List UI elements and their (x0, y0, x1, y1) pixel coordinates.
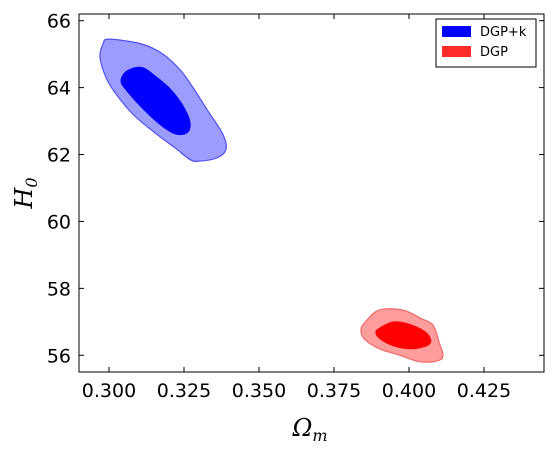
x-tick-label: 0.325 (157, 380, 211, 402)
y-axis-label: H0 (10, 177, 41, 209)
y-tick-label: 66 (47, 11, 71, 33)
y-tick-label: 58 (47, 278, 71, 300)
contour-layer (99, 38, 444, 363)
legend-swatch-dgp-k (442, 26, 471, 37)
x-tick-label: 0.400 (382, 380, 436, 402)
legend: DGP+k DGP (435, 18, 537, 68)
x-tick-label: 0.375 (307, 380, 361, 402)
x-tick-label: 0.350 (232, 380, 286, 402)
y-tick-label: 62 (47, 145, 71, 167)
legend-label-dgp: DGP (480, 45, 508, 60)
y-tick-label: 60 (47, 211, 71, 233)
contour-inner-dgp-k (120, 66, 191, 136)
legend-swatch-dgp (442, 46, 471, 57)
x-axis-ticks: 0.300 0.325 0.350 0.375 0.400 0.425 (82, 14, 511, 402)
y-axis-ticks: 56 58 60 62 64 66 (47, 11, 544, 367)
x-tick-label: 0.300 (82, 380, 136, 402)
legend-label-dgp-k: DGP+k (480, 25, 527, 40)
y-tick-label: 56 (47, 345, 71, 367)
contour-inner-dgp (375, 321, 432, 350)
y-tick-label: 64 (47, 78, 71, 100)
plot-frame (78, 13, 545, 373)
x-axis-label: Ωm (291, 414, 327, 445)
x-tick-label: 0.425 (457, 380, 511, 402)
